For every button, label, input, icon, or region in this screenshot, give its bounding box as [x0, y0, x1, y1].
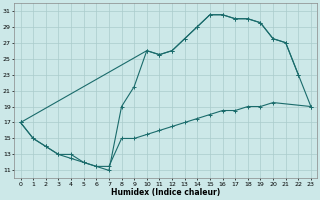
X-axis label: Humidex (Indice chaleur): Humidex (Indice chaleur): [111, 188, 220, 197]
